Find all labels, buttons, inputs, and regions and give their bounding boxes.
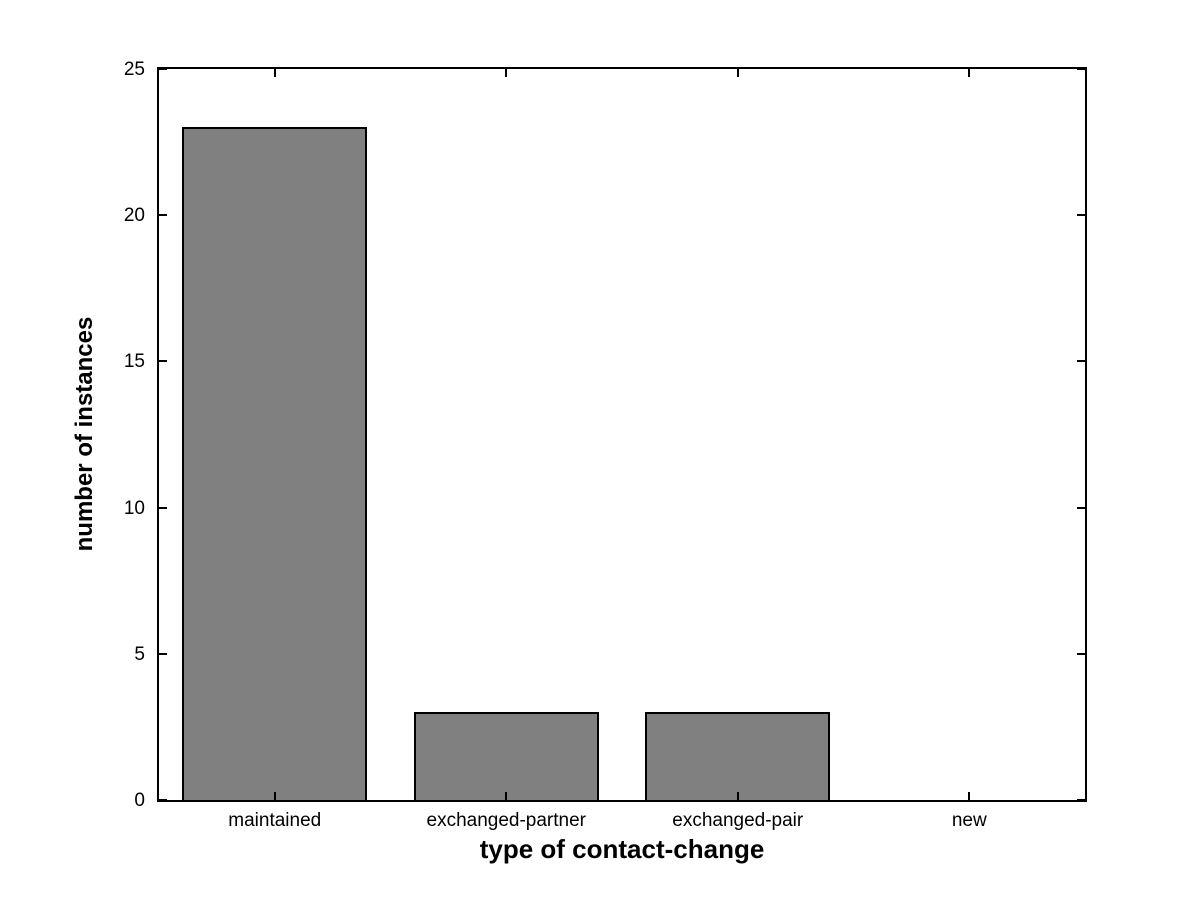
y-tick xyxy=(1077,506,1085,509)
y-tick-label: 10 xyxy=(123,497,145,519)
y-tick-label: 5 xyxy=(134,643,145,665)
y-tick xyxy=(1077,799,1085,801)
y-tick xyxy=(1077,652,1085,655)
x-axis-label: type of contact-change xyxy=(479,834,765,864)
x-tick xyxy=(968,69,971,77)
y-tick xyxy=(159,214,167,217)
x-tick xyxy=(968,792,971,800)
x-tick xyxy=(736,69,739,77)
x-tick-label: exchanged-partner xyxy=(426,810,587,831)
y-tick xyxy=(159,799,167,801)
y-tick xyxy=(1077,68,1085,70)
y-tick-label: 15 xyxy=(123,351,145,373)
x-tick-label: maintained xyxy=(228,810,322,831)
bar-maintained xyxy=(182,127,368,800)
y-tick-label: 20 xyxy=(123,205,145,227)
y-tick xyxy=(159,652,167,655)
y-tick xyxy=(1077,214,1085,217)
x-tick xyxy=(505,69,508,77)
x-tick-label: exchanged-pair xyxy=(672,810,804,831)
x-tick xyxy=(736,792,739,800)
bar-exchanged-pair xyxy=(645,712,831,800)
y-tick-label: 0 xyxy=(134,790,145,811)
y-tick-label: 25 xyxy=(123,59,145,80)
plot-area xyxy=(157,67,1087,802)
y-tick xyxy=(159,68,167,70)
y-tick xyxy=(1077,360,1085,363)
bar-exchanged-partner xyxy=(413,712,599,800)
y-tick xyxy=(159,360,167,363)
x-tick xyxy=(273,69,276,77)
x-tick xyxy=(273,792,276,800)
x-tick xyxy=(505,792,508,800)
y-tick xyxy=(159,506,167,509)
x-tick-label: new xyxy=(951,810,987,831)
